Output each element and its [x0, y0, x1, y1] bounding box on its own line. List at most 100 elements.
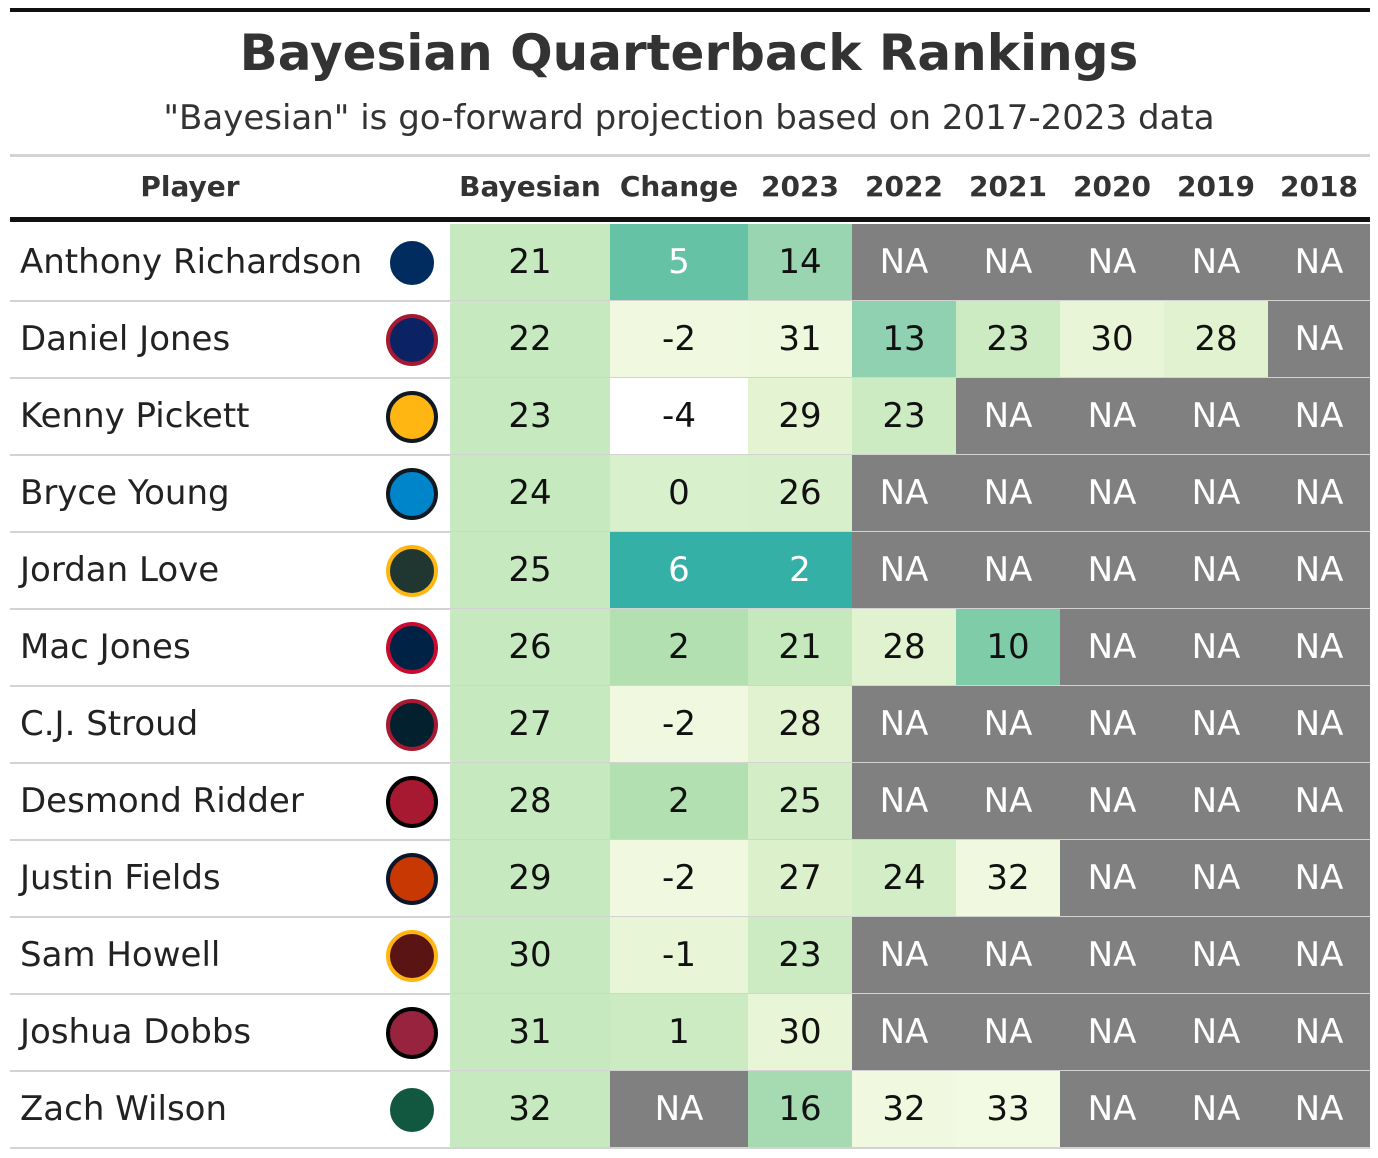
value-cell: 6 — [610, 532, 748, 609]
value-cell: 23 — [956, 301, 1060, 378]
team-logo-icon — [386, 776, 438, 828]
team-logo-icon — [386, 622, 438, 674]
value-cell: -4 — [610, 378, 748, 455]
value-cell: -2 — [610, 840, 748, 917]
logo-shape — [386, 776, 438, 828]
row-separator — [10, 1147, 1370, 1149]
value-cell: NA — [852, 763, 956, 840]
value-cell: 2 — [748, 532, 852, 609]
value-cell: NA — [956, 378, 1060, 455]
header-rule — [10, 154, 1370, 157]
player-name: Jordan Love — [20, 550, 220, 590]
team-logo-icon — [386, 237, 438, 289]
value-cell: NA — [1164, 994, 1268, 1071]
value-cell: NA — [1060, 994, 1164, 1071]
player-name: Kenny Pickett — [20, 396, 250, 436]
value-cell: 32 — [852, 1071, 956, 1148]
team-logo — [384, 235, 440, 291]
value-cell: 5 — [610, 224, 748, 301]
value-cell: NA — [1268, 532, 1370, 609]
logo-shape — [386, 314, 438, 366]
value-cell: 24 — [852, 840, 956, 917]
title: Bayesian Quarterback Rankings — [239, 24, 1139, 82]
value-cell: 29 — [748, 378, 852, 455]
value-cell: 30 — [1060, 301, 1164, 378]
value-cell: NA — [956, 532, 1060, 609]
team-logo — [384, 851, 440, 907]
value-cell: NA — [1164, 224, 1268, 301]
value-cell: 23 — [852, 378, 956, 455]
team-logo-icon — [386, 853, 438, 905]
value-cell: 27 — [748, 840, 852, 917]
logo-shape — [386, 545, 438, 597]
value-cell: NA — [852, 686, 956, 763]
player-name: Sam Howell — [20, 935, 221, 975]
value-cell: NA — [1268, 763, 1370, 840]
value-cell: NA — [956, 763, 1060, 840]
column-header: Player — [140, 170, 240, 203]
team-logo-icon — [386, 930, 438, 982]
team-logo-icon — [386, 699, 438, 751]
column-header: 2020 — [1073, 170, 1151, 203]
value-cell: 14 — [748, 224, 852, 301]
value-cell: 10 — [956, 609, 1060, 686]
logo-shape — [386, 468, 438, 520]
team-logo — [384, 1082, 440, 1138]
value-cell: 13 — [852, 301, 956, 378]
player-name: Mac Jones — [20, 627, 191, 667]
value-cell: 27 — [450, 686, 610, 763]
value-cell: NA — [1268, 301, 1370, 378]
value-cell: 26 — [450, 609, 610, 686]
value-cell: NA — [1268, 1071, 1370, 1148]
value-cell: NA — [956, 686, 1060, 763]
value-cell: 23 — [748, 917, 852, 994]
logo-shape — [386, 699, 438, 751]
value-cell: 0 — [610, 455, 748, 532]
column-header: 2023 — [761, 170, 839, 203]
value-cell: NA — [956, 455, 1060, 532]
column-header: Change — [619, 170, 739, 203]
logo-shape — [386, 622, 438, 674]
value-cell: NA — [1164, 840, 1268, 917]
header-bottom-rule — [10, 217, 1370, 222]
player-name: Joshua Dobbs — [20, 1012, 252, 1052]
value-cell: NA — [956, 917, 1060, 994]
value-cell: NA — [1060, 532, 1164, 609]
value-cell: NA — [1060, 224, 1164, 301]
player-name: Zach Wilson — [20, 1089, 228, 1129]
team-logo-icon — [386, 391, 438, 443]
logo-shape — [386, 1007, 438, 1059]
value-cell: NA — [852, 917, 956, 994]
value-cell: 2 — [610, 763, 748, 840]
value-cell: NA — [1164, 455, 1268, 532]
value-cell: 31 — [450, 994, 610, 1071]
player-name: C.J. Stroud — [20, 704, 199, 744]
team-logo-icon — [386, 468, 438, 520]
value-cell: NA — [1060, 763, 1164, 840]
value-cell: NA — [852, 224, 956, 301]
value-cell: NA — [852, 532, 956, 609]
player-name: Anthony Richardson — [20, 242, 363, 282]
logo-shape — [386, 391, 438, 443]
value-cell: 29 — [450, 840, 610, 917]
value-cell: 28 — [852, 609, 956, 686]
value-cell: NA — [1268, 455, 1370, 532]
value-cell: NA — [1164, 686, 1268, 763]
logo-shape — [386, 1084, 438, 1136]
team-logo — [384, 543, 440, 599]
top-rule — [10, 8, 1370, 12]
value-cell: 32 — [450, 1071, 610, 1148]
value-cell: -2 — [610, 301, 748, 378]
value-cell: NA — [1060, 1071, 1164, 1148]
value-cell: NA — [852, 455, 956, 532]
value-cell: 30 — [748, 994, 852, 1071]
value-cell: NA — [1268, 378, 1370, 455]
column-header: Bayesian — [459, 170, 601, 203]
value-cell: NA — [1268, 994, 1370, 1071]
value-cell: 28 — [1164, 301, 1268, 378]
team-logo — [384, 1005, 440, 1061]
value-cell: NA — [852, 994, 956, 1071]
value-cell: NA — [1060, 455, 1164, 532]
player-name: Daniel Jones — [20, 319, 231, 359]
value-cell: 28 — [748, 686, 852, 763]
